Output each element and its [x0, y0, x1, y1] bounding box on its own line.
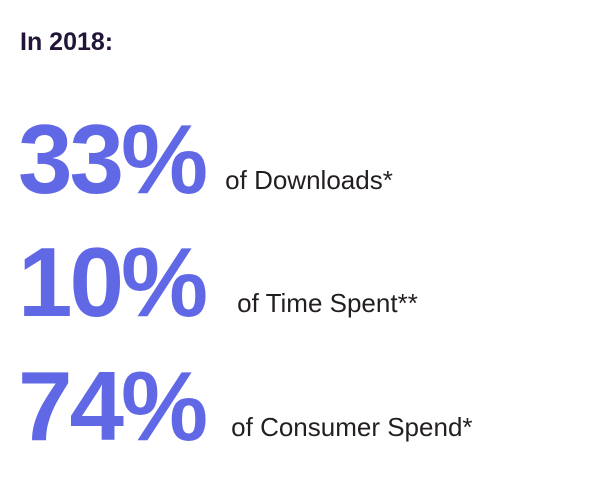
stat-label: of Consumer Spend*	[231, 412, 473, 442]
stat-value: 10%	[18, 227, 208, 337]
stat-downloads: 33% of Downloads*	[18, 110, 393, 208]
stat-value: 74%	[18, 351, 208, 461]
stat-label: of Time Spent**	[237, 288, 418, 318]
heading-year: In 2018:	[20, 28, 114, 56]
stat-time-spent: 10% of Time Spent**	[18, 233, 418, 331]
stat-label: of Downloads*	[225, 165, 393, 195]
stat-value: 33%	[18, 104, 208, 214]
stat-consumer-spend: 74% of Consumer Spend*	[18, 357, 473, 455]
